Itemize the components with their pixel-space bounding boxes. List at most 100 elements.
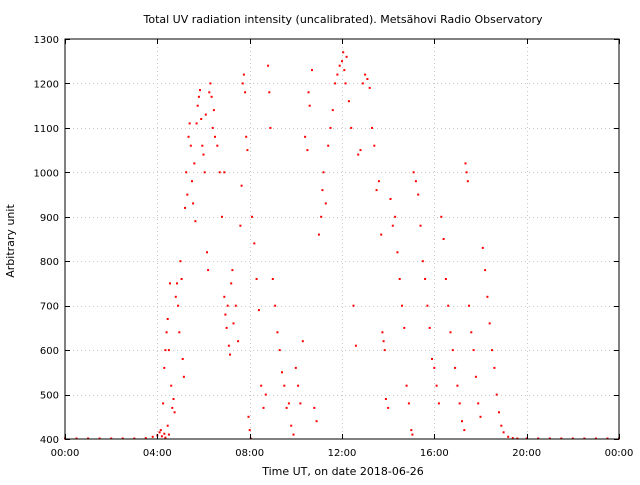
- data-point: [167, 433, 170, 436]
- data-point: [240, 184, 243, 187]
- data-point: [174, 295, 177, 298]
- data-point: [247, 415, 250, 418]
- data-point: [260, 384, 263, 387]
- data-point: [166, 424, 169, 427]
- data-point: [327, 144, 330, 147]
- data-point: [164, 436, 167, 439]
- data-point: [398, 278, 401, 280]
- data-point: [201, 144, 204, 147]
- data-point: [245, 135, 248, 138]
- data-point: [329, 126, 332, 129]
- data-point: [206, 251, 208, 254]
- data-point: [182, 375, 185, 378]
- data-point: [281, 371, 283, 374]
- data-point: [218, 171, 221, 174]
- data-point: [428, 326, 431, 329]
- data-point: [216, 144, 219, 147]
- data-point: [491, 349, 493, 352]
- data-point: [163, 432, 166, 435]
- data-point: [440, 215, 443, 218]
- data-point: [484, 269, 487, 272]
- data-point: [232, 322, 235, 325]
- data-point: [394, 215, 397, 218]
- data-point: [287, 402, 290, 405]
- data-point: [257, 309, 260, 312]
- data-point: [502, 431, 505, 434]
- data-point: [426, 304, 429, 307]
- data-point: [187, 135, 190, 138]
- data-point: [144, 437, 147, 440]
- data-point: [226, 304, 229, 307]
- data-point: [417, 193, 420, 196]
- data-point: [200, 118, 203, 120]
- y-tick-label: 500: [40, 391, 59, 402]
- data-point: [224, 313, 227, 316]
- data-point: [311, 69, 313, 72]
- data-point: [381, 331, 384, 334]
- data-point: [223, 295, 226, 298]
- data-point: [158, 431, 161, 434]
- data-point: [276, 331, 279, 334]
- data-point: [322, 171, 325, 174]
- data-point: [170, 384, 173, 387]
- data-point: [341, 60, 343, 63]
- data-point: [283, 384, 286, 387]
- data-point: [178, 331, 181, 334]
- data-point: [486, 295, 489, 298]
- data-point: [160, 435, 163, 438]
- data-point: [165, 331, 168, 334]
- x-tick-label: 04:00: [143, 448, 172, 459]
- x-tick-label: 16:00: [420, 448, 449, 459]
- data-point: [246, 149, 249, 152]
- data-point: [500, 424, 503, 427]
- data-point: [458, 402, 461, 405]
- data-point: [447, 304, 450, 307]
- x-axis-label: Time UT, on date 2018-06-26: [261, 465, 424, 478]
- data-point: [294, 366, 297, 369]
- data-point: [204, 113, 207, 116]
- data-point: [321, 189, 324, 192]
- y-tick-label: 1200: [34, 79, 59, 90]
- data-point: [209, 82, 212, 85]
- data-point: [444, 278, 447, 280]
- x-tick-label: 00:00: [605, 448, 634, 459]
- data-point: [167, 349, 170, 352]
- data-point: [371, 126, 373, 129]
- y-tick-label: 800: [40, 257, 59, 268]
- data-point: [171, 406, 174, 409]
- data-point: [495, 393, 498, 396]
- y-tick-label: 900: [40, 213, 59, 224]
- data-point: [336, 73, 339, 76]
- data-point: [242, 73, 245, 76]
- data-point: [463, 429, 466, 432]
- data-point: [359, 149, 362, 152]
- data-point: [384, 398, 387, 400]
- x-tick-label: 12:00: [328, 448, 357, 459]
- data-point: [466, 180, 469, 183]
- data-point: [231, 269, 234, 272]
- data-point: [343, 69, 346, 72]
- data-point: [350, 126, 353, 129]
- data-point: [401, 304, 403, 307]
- y-tick-label: 1000: [34, 168, 59, 179]
- data-point: [164, 349, 167, 352]
- data-point: [407, 402, 410, 405]
- data-point: [507, 435, 510, 438]
- data-point: [166, 318, 169, 320]
- data-point: [389, 198, 392, 200]
- data-point: [433, 366, 436, 369]
- data-point: [230, 282, 233, 285]
- data-point: [292, 433, 295, 436]
- data-point: [435, 384, 438, 387]
- data-point: [271, 278, 274, 280]
- data-point: [269, 126, 272, 129]
- data-point: [324, 202, 327, 205]
- data-point: [301, 340, 304, 343]
- data-point: [299, 402, 302, 405]
- data-point: [442, 238, 445, 240]
- data-point: [424, 278, 427, 280]
- data-point: [456, 384, 459, 387]
- chart-title: Total UV radiation intensity (uncalibrat…: [143, 13, 543, 26]
- data-point: [470, 331, 473, 334]
